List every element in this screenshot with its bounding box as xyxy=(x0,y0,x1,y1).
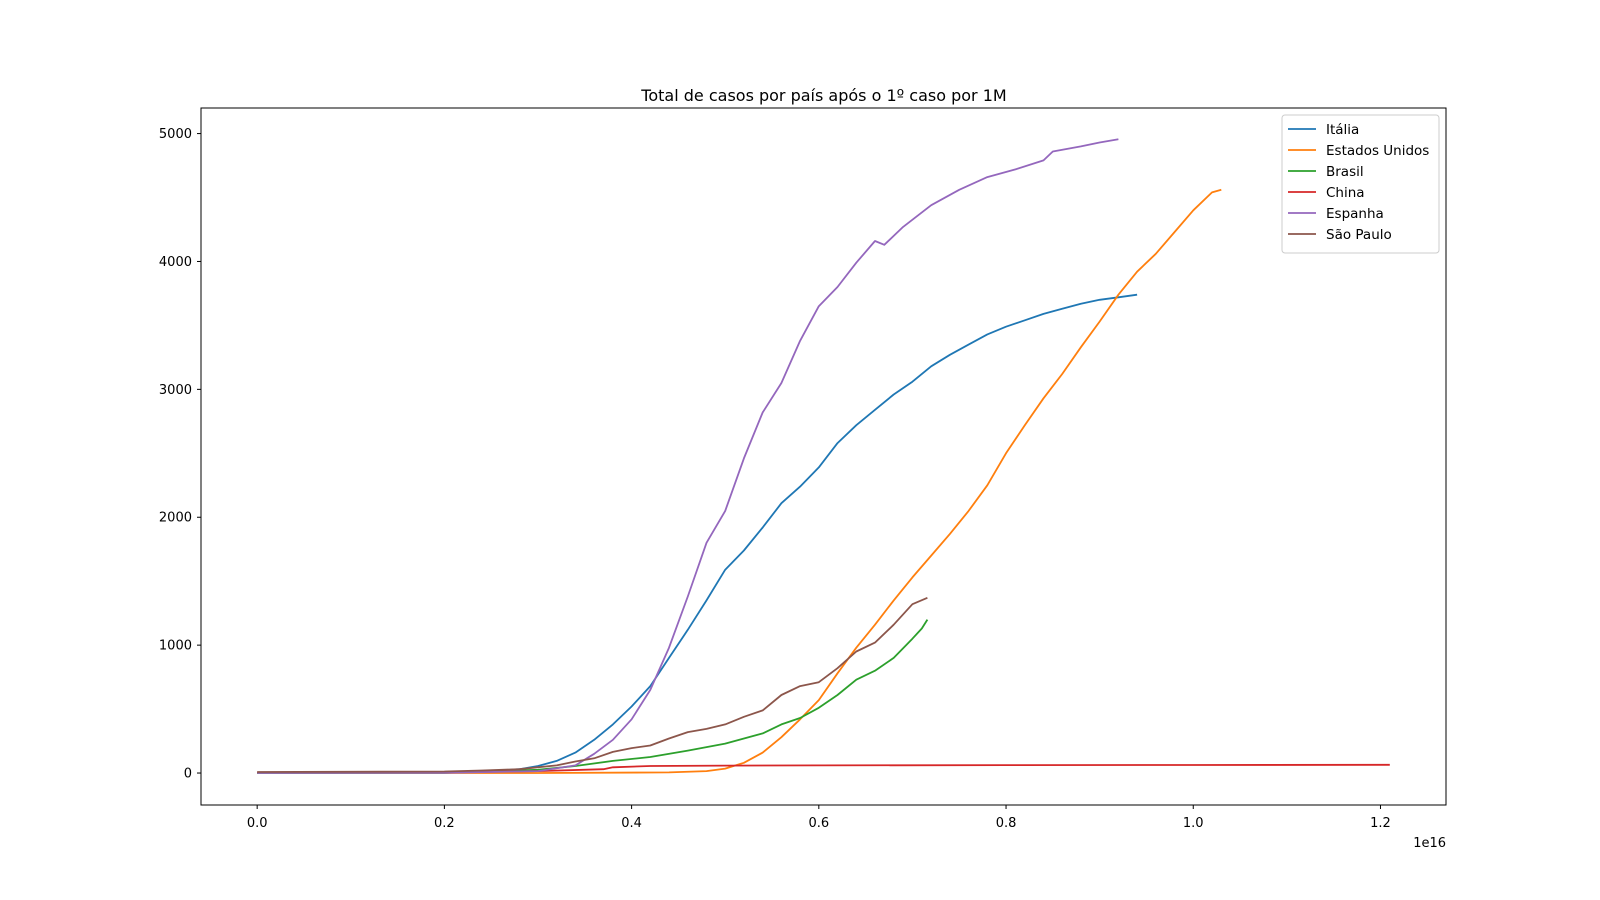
y-tick-label: 4000 xyxy=(159,255,192,270)
legend-box xyxy=(1281,114,1440,254)
legend: Itália Estados Unidos Brasil China Espanha Sã… xyxy=(1281,114,1440,254)
y-tick-label: 2000 xyxy=(159,511,192,526)
plot-area-frame xyxy=(200,107,1447,806)
x-axis-offset-label: 1e16 xyxy=(1413,836,1446,851)
series-line xyxy=(257,293,1138,774)
legend-label: São Paulo xyxy=(1326,227,1392,243)
series-line xyxy=(257,619,929,774)
y-tick-label: 1000 xyxy=(159,639,192,654)
series-line xyxy=(257,596,928,773)
y-tick-label: 3000 xyxy=(159,383,192,398)
x-tick-label: 0.6 xyxy=(808,816,829,831)
y-tick-label: 0 xyxy=(184,767,192,782)
legend-label: Itália xyxy=(1326,122,1359,138)
x-tick-label: 1.0 xyxy=(1183,816,1204,831)
legend-label: Estados Unidos xyxy=(1326,143,1429,159)
series-line xyxy=(257,138,1119,774)
series-line xyxy=(257,188,1222,774)
x-tick-label: 0.2 xyxy=(434,816,455,831)
x-tick-label: 0.4 xyxy=(621,816,642,831)
x-tick-label: 0.0 xyxy=(247,816,268,831)
series-layer xyxy=(257,138,1390,774)
legend-label: Espanha xyxy=(1326,206,1384,222)
x-axis: 0.0 0.2 0.4 0.6 0.8 1.0 1.2 xyxy=(247,805,1391,831)
chart-title: Total de casos por país após o 1º caso p… xyxy=(640,86,1006,105)
legend-label: China xyxy=(1326,185,1365,201)
legend-label: Brasil xyxy=(1326,164,1364,180)
x-tick-label: 1.2 xyxy=(1370,816,1391,831)
x-tick-label: 0.8 xyxy=(996,816,1017,831)
y-axis: 0 1000 2000 3000 4000 5000 xyxy=(159,127,201,782)
y-tick-label: 5000 xyxy=(159,127,192,142)
